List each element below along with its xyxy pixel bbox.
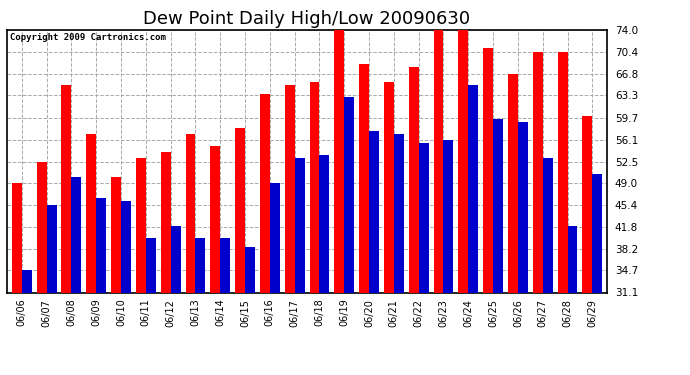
Bar xyxy=(558,52,567,292)
Bar xyxy=(335,30,344,292)
Bar xyxy=(186,134,195,292)
Bar xyxy=(469,85,478,292)
Bar xyxy=(582,116,592,292)
Bar xyxy=(419,143,428,292)
Bar xyxy=(37,162,47,292)
Bar xyxy=(136,159,146,292)
Bar xyxy=(86,134,96,292)
Bar xyxy=(195,238,206,292)
Bar xyxy=(295,159,304,292)
Title: Dew Point Daily High/Low 20090630: Dew Point Daily High/Low 20090630 xyxy=(144,10,471,28)
Bar xyxy=(161,152,170,292)
Bar xyxy=(111,177,121,292)
Bar xyxy=(146,238,156,292)
Bar xyxy=(394,134,404,292)
Bar xyxy=(170,226,181,292)
Bar xyxy=(508,74,518,292)
Bar xyxy=(235,128,245,292)
Bar xyxy=(384,82,394,292)
Bar xyxy=(493,119,503,292)
Bar xyxy=(71,177,81,292)
Bar xyxy=(285,85,295,292)
Bar xyxy=(245,247,255,292)
Bar xyxy=(359,64,369,292)
Bar xyxy=(220,238,230,292)
Bar xyxy=(408,67,419,292)
Bar xyxy=(483,48,493,292)
Bar xyxy=(444,140,453,292)
Bar xyxy=(433,30,444,292)
Bar xyxy=(533,52,543,292)
Bar xyxy=(22,270,32,292)
Bar xyxy=(567,226,578,292)
Bar xyxy=(592,174,602,292)
Bar xyxy=(47,205,57,292)
Bar xyxy=(260,94,270,292)
Bar xyxy=(319,155,329,292)
Bar xyxy=(458,30,469,292)
Bar xyxy=(369,131,379,292)
Bar xyxy=(310,82,319,292)
Bar xyxy=(210,146,220,292)
Bar xyxy=(344,97,354,292)
Bar xyxy=(518,122,528,292)
Bar xyxy=(270,183,279,292)
Bar xyxy=(121,201,131,292)
Bar xyxy=(12,183,22,292)
Bar xyxy=(543,159,553,292)
Text: Copyright 2009 Cartronics.com: Copyright 2009 Cartronics.com xyxy=(10,33,166,42)
Bar xyxy=(96,198,106,292)
Bar xyxy=(61,85,71,292)
